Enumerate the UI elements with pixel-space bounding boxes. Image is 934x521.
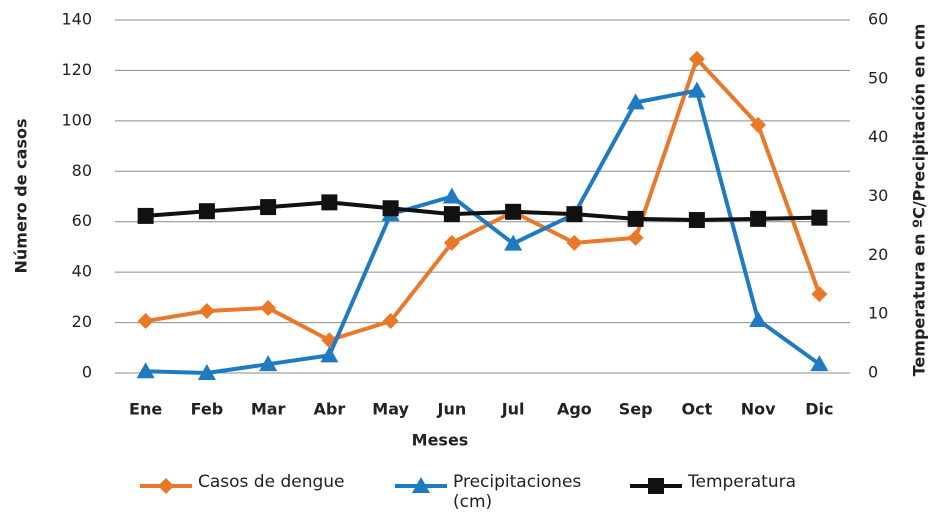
marker	[688, 50, 705, 67]
marker	[505, 203, 522, 220]
x-tick-label: May	[372, 400, 409, 419]
x-tick-label: Feb	[191, 400, 224, 419]
legend-icon	[630, 478, 682, 494]
marker	[198, 302, 215, 319]
marker	[321, 194, 338, 211]
marker	[687, 81, 706, 98]
marker	[382, 200, 399, 217]
y-axis-label: Número de casos	[12, 119, 31, 274]
marker	[136, 362, 155, 379]
marker	[688, 212, 705, 229]
x-tick-label: Dic	[805, 400, 833, 419]
chart: Meses Número de casos Temperatura en ºC/…	[12, 10, 929, 450]
y2-tick-label: 10	[868, 304, 888, 323]
y2-tick-label: 0	[868, 363, 878, 382]
marker	[648, 478, 664, 494]
x-tick-label: Jun	[437, 400, 467, 419]
x-tick-label: Jul	[501, 400, 525, 419]
y-tick-label: 100	[61, 110, 92, 129]
x-tick-label: Mar	[251, 400, 286, 419]
marker	[260, 199, 277, 216]
x-tick-label: Ene	[129, 400, 162, 419]
series-line	[145, 56, 822, 343]
x-tick-label: Oct	[682, 400, 713, 419]
legend-icon	[395, 477, 447, 493]
marker	[443, 206, 460, 223]
marker	[811, 286, 828, 303]
marker	[750, 116, 767, 133]
marker	[382, 313, 399, 330]
legend-item: Precipitaciones (cm)	[393, 472, 618, 512]
marker	[627, 210, 644, 227]
x-tick-label: Ago	[557, 400, 592, 419]
y-tick-label: 80	[72, 161, 92, 180]
legend-label: Precipitaciones (cm)	[453, 472, 582, 512]
y-tick-label: 60	[72, 211, 92, 230]
marker	[750, 210, 767, 227]
y2-tick-label: 30	[868, 186, 888, 205]
marker	[566, 234, 583, 251]
marker	[566, 206, 583, 223]
y2-tick-label: 60	[868, 10, 888, 29]
legend-label: Casos de dengue	[198, 472, 345, 492]
marker	[442, 187, 461, 204]
marker	[158, 478, 174, 494]
marker	[259, 355, 278, 372]
legend-item: Temperatura	[628, 472, 796, 496]
y2-tick-label: 50	[868, 68, 888, 87]
marker	[810, 355, 829, 372]
y2-axis-label: Temperatura en ºC/Precipitación en cm	[910, 24, 929, 377]
marker	[197, 364, 216, 380]
y2-tick-label: 40	[868, 127, 888, 146]
marker	[811, 209, 828, 226]
marker	[749, 311, 768, 328]
marker	[260, 299, 277, 316]
y-tick-label: 0	[82, 363, 92, 382]
x-tick-label: Nov	[741, 400, 776, 419]
marker	[320, 346, 339, 363]
legend-label: Temperatura	[688, 472, 797, 492]
y-tick-label: 20	[72, 312, 92, 331]
y-tick-label: 140	[61, 10, 92, 29]
marker	[504, 234, 523, 251]
marker	[137, 313, 154, 330]
x-tick-label: Abr	[314, 400, 346, 419]
legend-item: Casos de dengue	[138, 472, 345, 496]
marker	[443, 234, 460, 251]
marker	[137, 207, 154, 224]
legend-icon	[140, 478, 192, 494]
marker	[198, 203, 215, 220]
marker	[627, 229, 644, 246]
y-tick-label: 40	[72, 262, 92, 281]
x-axis-label: Meses	[412, 431, 469, 450]
series-line	[145, 200, 820, 223]
series-line	[145, 88, 821, 375]
marker	[626, 93, 645, 110]
y2-tick-label: 20	[868, 245, 888, 264]
marker	[412, 477, 430, 493]
x-tick-label: Sep	[619, 400, 653, 419]
y-tick-label: 120	[61, 60, 92, 79]
